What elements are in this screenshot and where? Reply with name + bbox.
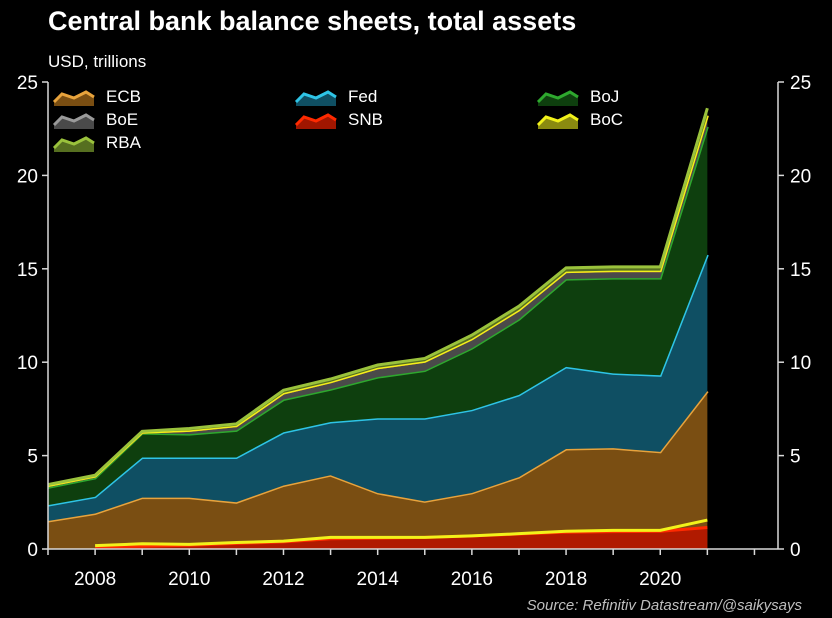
- legend-item-rba: RBA: [52, 132, 141, 154]
- y-tick-label-left: 5: [27, 447, 38, 468]
- legend-item-boc: BoC: [536, 109, 623, 131]
- y-tick-label-left: 10: [17, 353, 38, 374]
- legend-label: BoJ: [590, 87, 620, 106]
- x-tick-label: 2012: [262, 569, 304, 590]
- legend-swatch-rba: [52, 136, 95, 152]
- legend-item-boj: BoJ: [536, 86, 619, 108]
- chart-title: Central bank balance sheets, total asset…: [48, 6, 577, 36]
- legend-swatch-boj: [536, 90, 579, 106]
- legend-label: BoE: [106, 110, 139, 129]
- unit-label: USD, trillions: [48, 52, 147, 71]
- y-tick-label-right: 10: [790, 353, 811, 374]
- source-note: Source: Refinitiv Datastream/@saikysays: [526, 597, 802, 614]
- legend-item-boe: BoE: [52, 109, 138, 131]
- area-boj: [48, 126, 708, 506]
- x-tick-label: 2010: [168, 569, 210, 590]
- legend-label: RBA: [106, 133, 141, 152]
- y-tick-label-left: 25: [17, 73, 38, 94]
- legend-item-snb: SNB: [294, 109, 383, 131]
- legend-swatch-boc: [536, 113, 579, 129]
- legend-swatch-fed: [294, 90, 337, 106]
- line-rba: [47, 107, 709, 487]
- y-tick-label-right: 20: [790, 166, 811, 187]
- x-tick-label: 2018: [545, 569, 587, 590]
- legend-item-ecb: ECB: [52, 86, 141, 108]
- y-tick-label-left: 0: [27, 540, 38, 561]
- y-tick-label-left: 20: [17, 166, 38, 187]
- legend-swatch-boe: [52, 113, 95, 129]
- x-tick-label: 2016: [451, 569, 493, 590]
- y-tick-label-right: 25: [790, 73, 811, 94]
- x-tick-label: 2008: [74, 569, 116, 590]
- y-tick-label-right: 5: [790, 447, 801, 468]
- legend-item-fed: Fed: [294, 86, 377, 108]
- legend-label: BoC: [590, 110, 624, 129]
- x-tick-label: 2020: [639, 569, 681, 590]
- y-tick-label-left: 15: [17, 260, 38, 281]
- y-tick-label-right: 0: [790, 540, 801, 561]
- area-fed: [48, 254, 708, 521]
- x-tick-label: 2014: [357, 569, 400, 590]
- overlay-line-boc: [95, 518, 708, 548]
- chart-legend: ECB Fed BoJ BoE SNB BoC RBA: [52, 86, 652, 156]
- legend-label: ECB: [106, 87, 141, 106]
- legend-label: Fed: [348, 87, 378, 106]
- legend-label: SNB: [348, 110, 383, 129]
- legend-swatch-ecb: [52, 90, 95, 106]
- y-tick-label-right: 15: [790, 260, 811, 281]
- legend-swatch-snb: [294, 113, 337, 129]
- area-ecb: [48, 391, 708, 549]
